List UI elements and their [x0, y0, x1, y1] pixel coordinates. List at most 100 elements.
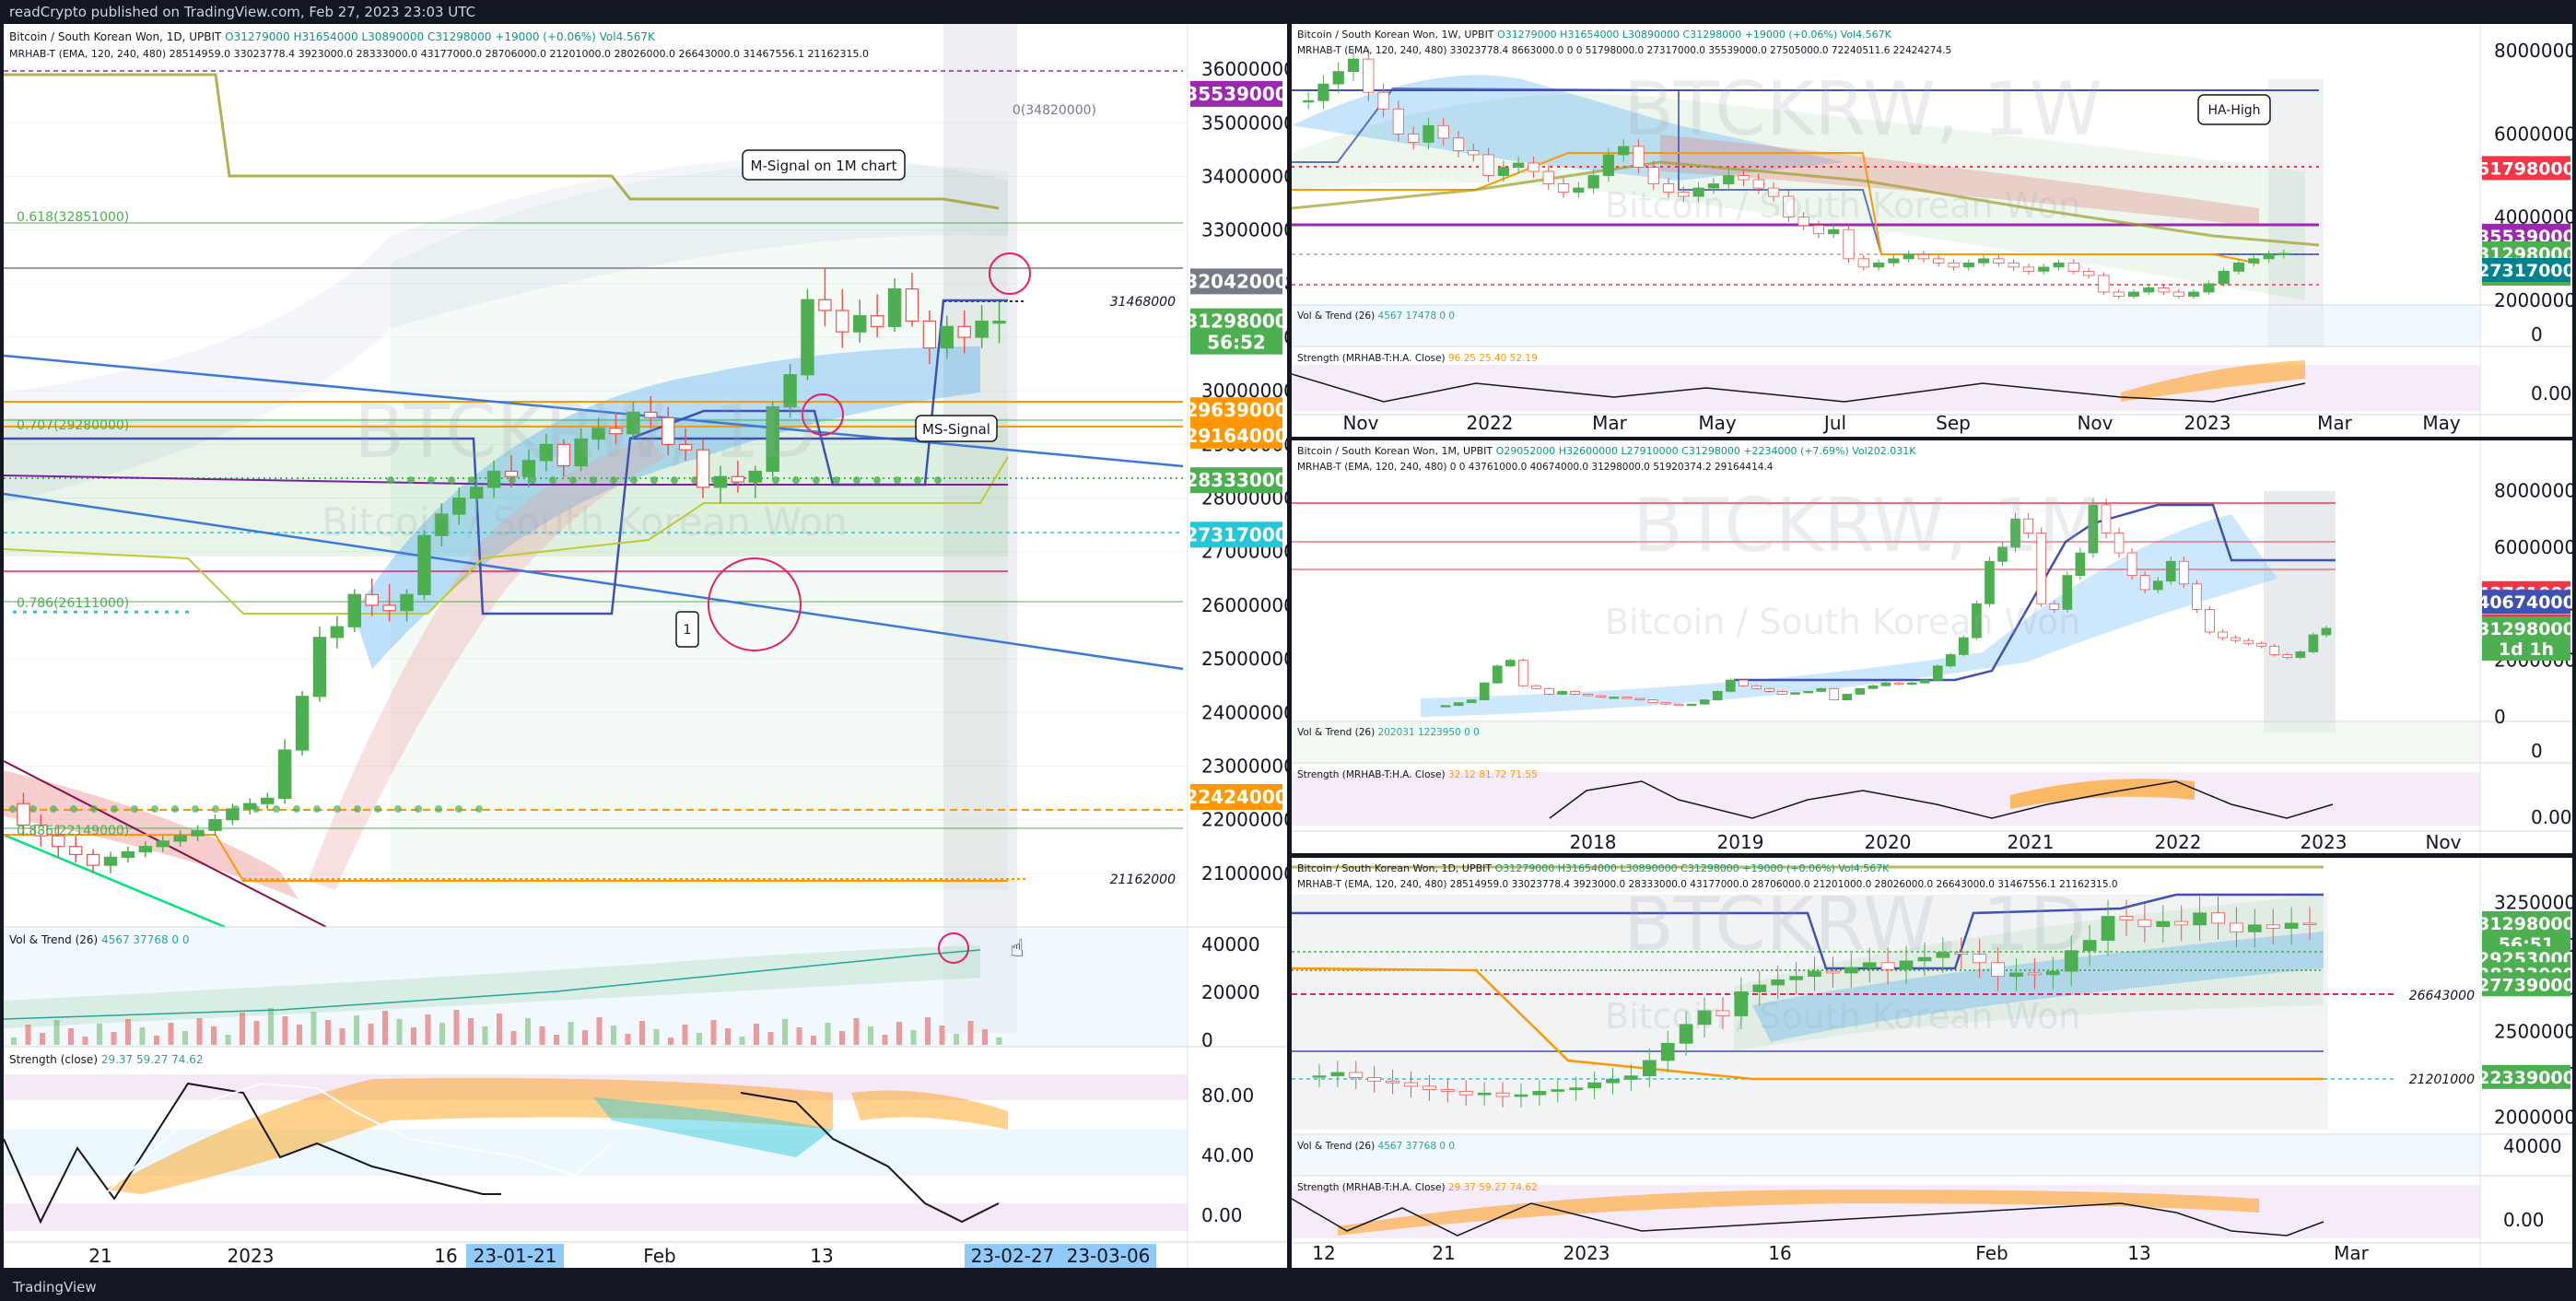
candle-body	[1715, 1010, 1730, 1016]
price-tick-label: 35000000	[1201, 111, 1287, 134]
monthly-bg	[1292, 440, 2572, 853]
candle-body	[2172, 291, 2184, 297]
candle-body	[818, 299, 832, 311]
candle-body	[1686, 703, 1697, 707]
candle-body	[2277, 252, 2289, 255]
volume-bar	[825, 1023, 831, 1045]
time-tick-label: 2023	[228, 1245, 275, 1267]
time-highlight-box	[1060, 1244, 1156, 1268]
price-label-box	[1190, 783, 1282, 810]
candle-body	[1367, 1077, 1382, 1082]
candle-body	[2247, 924, 2262, 932]
strength-band-bottom	[4, 1203, 1188, 1231]
candle-body	[1514, 1094, 1528, 1097]
candle-body	[2036, 533, 2047, 604]
candle-body	[1843, 229, 1855, 260]
price-label-box	[1190, 522, 1282, 548]
candle-body	[1868, 685, 1879, 689]
strength-cyan-fill	[593, 1097, 833, 1157]
time-highlight-label: 23-03-06	[1067, 1245, 1151, 1267]
strength-band-mid	[4, 1130, 1188, 1176]
orange-signal	[4, 834, 1008, 882]
candle-body	[1880, 682, 1891, 686]
time-tick-label: 2023	[2301, 831, 2348, 853]
volume-bar	[754, 1024, 759, 1045]
candle-body	[1739, 679, 1749, 686]
candle-body	[731, 475, 745, 483]
candle-body	[1587, 1082, 1601, 1089]
candle-body	[277, 749, 292, 799]
price-label-31298000: 31298000	[2477, 914, 2572, 934]
dot-marker	[772, 476, 779, 485]
candle-body	[1505, 660, 1516, 667]
daily-small-watermark: BTCKRW, 1D	[1623, 882, 2086, 967]
candle-body	[2243, 639, 2254, 644]
candle-body	[2282, 654, 2293, 658]
volume-bar	[325, 1020, 331, 1045]
callout-ms-signal: MS-Signal	[922, 421, 990, 438]
candle-body	[1906, 682, 1917, 686]
monthly-time-axis[interactable]: 2018 2019 2020 2021 2022 2023 Nov	[1570, 831, 2462, 853]
volume-bar	[882, 1035, 888, 1045]
callout-box-1	[675, 611, 699, 648]
weekly-ribbon-red	[1660, 135, 2259, 227]
volume-bar	[382, 1011, 388, 1045]
candle-body	[1954, 952, 1969, 955]
volume-bar	[396, 1019, 403, 1045]
candle-body	[1993, 258, 2005, 264]
volume-bar	[182, 1031, 188, 1045]
main-time-axis[interactable]: 21 2023 16 Feb 13 23-01-21 23-02-27 23-03-06	[88, 1244, 1156, 1268]
candle-body	[1917, 253, 1930, 260]
main-price-axis[interactable]: 3600000035000000340000003300000032000000…	[1201, 58, 1287, 885]
trendline-green	[4, 833, 226, 929]
time-tick-label: 2023	[2184, 412, 2231, 434]
candle-body	[2230, 922, 2243, 932]
price-tick-label: 25000000	[2494, 1020, 2572, 1042]
main-chart-pane[interactable]: BTCKRW, 1D Bitcoin / South Korean Won Bi…	[4, 24, 1287, 1268]
price-label-40674000: 40674000	[2477, 592, 2572, 613]
candle-body	[208, 819, 222, 831]
weekly-title: Bitcoin / South Korean Won, 1W, UPBIT O3…	[1297, 29, 1892, 41]
time-tick-label: 16	[1768, 1242, 1791, 1264]
dot-marker-cyan	[84, 610, 88, 614]
price-tick-label: 20000000	[2494, 1106, 2572, 1128]
publish-header: readCrypto published on TradingView.com,…	[9, 4, 476, 20]
candle-body	[1332, 71, 1344, 85]
daily-small-chart-pane[interactable]: BTCKRW, 1D Bitcoin / South Korean Won Bi…	[1292, 858, 2572, 1268]
candle-body	[1570, 690, 1580, 695]
candle-body	[68, 846, 83, 856]
daily-small-chart[interactable]: BTCKRW, 1D Bitcoin / South Korean Won Bi…	[1292, 858, 2572, 1268]
main-chart[interactable]: BTCKRW, 1D Bitcoin / South Korean Won Bi…	[4, 24, 1287, 1268]
candle-body	[1959, 637, 1969, 655]
candle-body	[1531, 685, 1541, 689]
volume-bar	[439, 1023, 445, 1045]
main-indicator-line: MRHAB-T (EMA, 120, 240, 480) 28514959.0 …	[9, 48, 869, 60]
candle-body	[2101, 504, 2112, 533]
candle-body	[435, 513, 449, 536]
monthly-chart[interactable]: BTCKRW, 1M Bitcoin / South Korean Won Bi…	[1292, 440, 2572, 853]
weekly-ms-signal	[1292, 87, 2319, 255]
monthly-chart-pane[interactable]: BTCKRW, 1M Bitcoin / South Korean Won Bi…	[1292, 440, 2572, 853]
weekly-chart[interactable]: BTCKRW, 1W Bitcoin / South Korean Won Bi…	[1292, 24, 2572, 437]
weekly-chart-pane[interactable]: BTCKRW, 1W Bitcoin / South Korean Won Bi…	[1292, 24, 2572, 437]
candle-body	[1725, 679, 1736, 692]
price-label-31298000: 31298000	[2477, 619, 2572, 639]
volume-tick-0: 40000	[1201, 933, 1260, 955]
time-tick-label: 16	[434, 1245, 457, 1267]
volume-bar	[240, 1013, 245, 1045]
candle-body	[1606, 1079, 1620, 1084]
monthly-strength-line	[1549, 780, 2334, 819]
price-label-countdown: 1d 1h	[2499, 639, 2554, 660]
volume-bar	[310, 1012, 317, 1045]
candle-body	[1468, 150, 1480, 156]
weekly-time-axis[interactable]: Nov 2022 Mar May Jul Sep Nov 2023 Mar May	[1342, 412, 2460, 434]
cloud-band	[391, 163, 1008, 891]
dot-marker-cyan	[185, 610, 189, 614]
volume-bar	[596, 1017, 603, 1045]
dot-marker-cyan	[13, 610, 17, 614]
price-tick-label: 80000000	[2494, 480, 2572, 502]
daily-small-time-axis[interactable]: 12 21 2023 16 Feb 13 Mar	[1312, 1242, 2369, 1264]
candle-body	[1452, 137, 1465, 151]
candle-body	[1777, 690, 1787, 695]
candle-body	[2308, 634, 2319, 652]
